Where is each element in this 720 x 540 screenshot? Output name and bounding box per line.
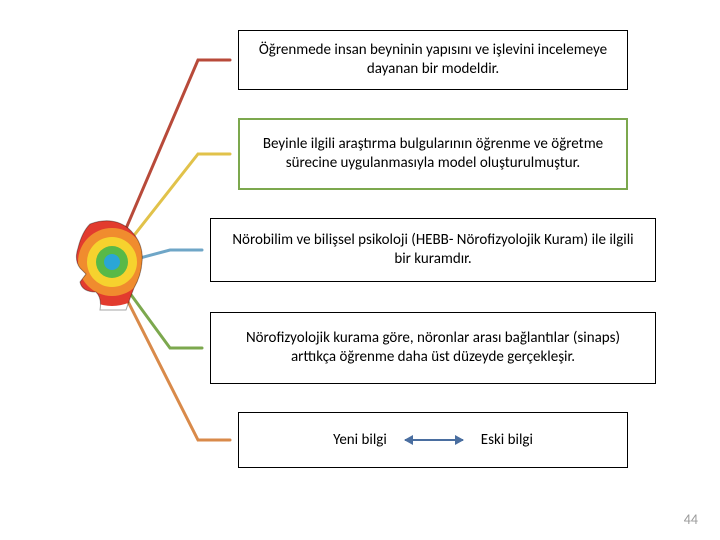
info-box-4: Nörofizyolojik kurama göre, nöronlar ara… [210,312,656,384]
info-box-4-text: Nörofizyolojik kurama göre, nöronlar ara… [225,329,641,367]
diagram-canvas: Öğrenmede insan beyninin yapısını ve işl… [0,0,720,540]
info-box-3: Nörobilim ve bilişsel psikoloji (HEBB- N… [210,218,656,282]
info-box-1-text: Öğrenmede insan beyninin yapısını ve işl… [253,41,613,79]
info-box-2: Beyinle ilgili araştırma bulgularının öğ… [238,118,628,190]
double-arrow-icon [405,439,463,441]
head-profile-image [70,218,148,314]
info-box-5: Yeni bilgi Eski bilgi [238,412,628,468]
page-number: 44 [684,511,698,528]
info-box-5-text-right: Eski bilgi [481,431,533,450]
info-box-3-text: Nörobilim ve bilişsel psikoloji (HEBB- N… [225,231,641,269]
info-box-1: Öğrenmede insan beyninin yapısını ve işl… [238,30,628,90]
info-box-5-text-left: Yeni bilgi [333,431,387,450]
info-box-2-text: Beyinle ilgili araştırma bulgularının öğ… [254,135,612,173]
